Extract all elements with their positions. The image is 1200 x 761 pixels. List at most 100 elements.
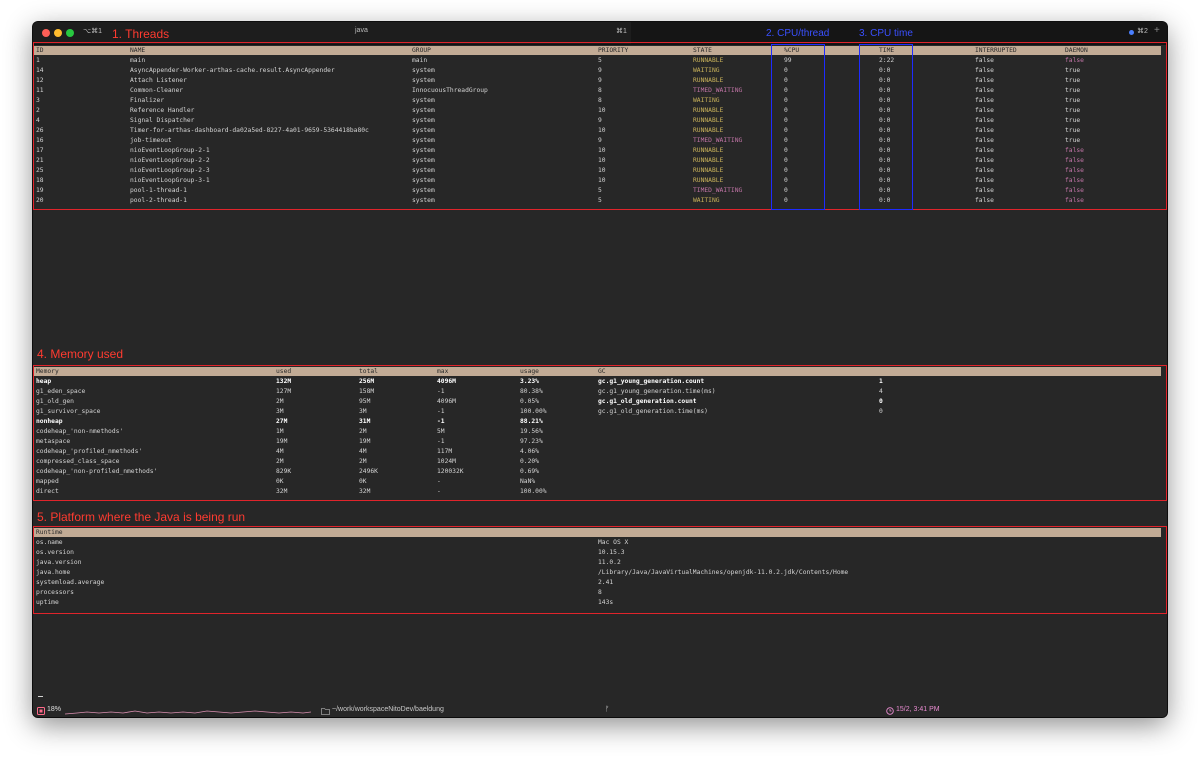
thread-group-cell: system <box>412 147 435 154</box>
cpu-percent: 18% <box>47 706 62 713</box>
thread-id-cell: 20 <box>36 197 44 204</box>
thread-cpu-cell: 0 <box>784 167 788 174</box>
thread-daemon-cell: true <box>1065 97 1081 104</box>
thread-priority-cell: 10 <box>598 177 606 184</box>
thread-time-cell: 0:0 <box>879 127 891 134</box>
thread-priority-cell: 8 <box>598 87 602 94</box>
memory-total-cell: 158M <box>359 388 375 395</box>
tab-2-shortcut: ⌘2 <box>1137 28 1148 35</box>
runtime-value-cell: 11.0.2 <box>598 559 621 566</box>
memory-max-cell: - <box>437 478 441 485</box>
thread-time-cell: 2:22 <box>879 57 895 64</box>
memory-max-cell: -1 <box>437 418 445 425</box>
thread-id-cell: 3 <box>36 97 40 104</box>
thread-time-cell: 0:0 <box>879 197 891 204</box>
memory-name-cell: g1_survivor_space <box>36 408 101 415</box>
minimize-button[interactable] <box>54 29 62 37</box>
thread-cpu-cell: 0 <box>784 187 788 194</box>
thread-interrupted-cell: false <box>975 67 994 74</box>
thread-id-cell: 21 <box>36 157 44 164</box>
memory-used-cell: 3M <box>276 408 284 415</box>
thread-cpu-cell: 0 <box>784 67 788 74</box>
memory-max-cell: 117M <box>437 448 453 455</box>
cpu-column-highlight-box <box>771 44 825 210</box>
memory-name-cell: codeheap_'non-nmethods' <box>36 428 124 435</box>
thread-daemon-cell: true <box>1065 67 1081 74</box>
col-max: max <box>437 368 449 375</box>
thread-group-cell: system <box>412 67 435 74</box>
tab-2[interactable] <box>631 22 1167 44</box>
annotation-platform: 5. Platform where the Java is being run <box>37 510 246 524</box>
thread-time-cell: 0:0 <box>879 147 891 154</box>
thread-daemon-cell: false <box>1065 167 1084 174</box>
memory-usage-cell: 100.00% <box>520 488 547 495</box>
thread-daemon-cell: true <box>1065 137 1081 144</box>
thread-name-cell: job-timeout <box>130 137 172 144</box>
memory-total-cell: 2496K <box>359 468 378 475</box>
thread-time-cell: 0:0 <box>879 77 891 84</box>
thread-interrupted-cell: false <box>975 147 994 154</box>
thread-priority-cell: 10 <box>598 157 606 164</box>
thread-interrupted-cell: false <box>975 117 994 124</box>
thread-time-cell: 0:0 <box>879 87 891 94</box>
col-interrupted: INTERRUPTED <box>975 47 1017 54</box>
memory-max-cell: -1 <box>437 438 445 445</box>
thread-daemon-cell: true <box>1065 87 1081 94</box>
col-name: NAME <box>130 47 146 54</box>
thread-daemon-cell: false <box>1065 147 1084 154</box>
thread-state-cell: RUNNABLE <box>693 177 724 184</box>
memory-total-cell: 19M <box>359 438 371 445</box>
memory-total-cell: 2M <box>359 458 367 465</box>
thread-cpu-cell: 0 <box>784 127 788 134</box>
thread-cpu-cell: 0 <box>784 107 788 114</box>
thread-name-cell: Finalizer <box>130 97 165 104</box>
zoom-button[interactable] <box>66 29 74 37</box>
annotation-threads: 1. Threads <box>112 27 170 41</box>
thread-interrupted-cell: false <box>975 97 994 104</box>
runtime-value-cell: 8 <box>598 589 602 596</box>
threads-header-bar <box>34 46 1161 55</box>
thread-state-cell: RUNNABLE <box>693 77 724 84</box>
terminal-window: ⌥⌘1 java ⌘1 ⌘2 + 1. Threads 2. CPU/threa… <box>33 22 1167 717</box>
thread-daemon-cell: true <box>1065 77 1081 84</box>
thread-id-cell: 14 <box>36 67 44 74</box>
tab-title[interactable]: java <box>355 27 368 34</box>
thread-cpu-cell: 0 <box>784 117 788 124</box>
runtime-value-cell: 2.41 <box>598 579 614 586</box>
runtime-key-cell: os.name <box>36 539 63 546</box>
thread-interrupted-cell: false <box>975 157 994 164</box>
thread-time-cell: 0:0 <box>879 137 891 144</box>
new-tab-plus-icon[interactable]: + <box>1154 25 1160 36</box>
thread-time-cell: 0:0 <box>879 67 891 74</box>
thread-time-cell: 0:0 <box>879 177 891 184</box>
thread-priority-cell: 5 <box>598 197 602 204</box>
thread-cpu-cell: 0 <box>784 147 788 154</box>
thread-state-cell: RUNNABLE <box>693 107 724 114</box>
thread-name-cell: nioEventLoopGroup-2-2 <box>130 157 210 164</box>
close-button[interactable] <box>42 29 50 37</box>
memory-max-cell: 4096M <box>437 398 456 405</box>
cpu-icon <box>37 707 45 715</box>
memory-used-cell: 127M <box>276 388 292 395</box>
memory-usage-cell: 80.38% <box>520 388 543 395</box>
gc-metric-value: 0 <box>879 398 883 405</box>
thread-time-cell: 0:0 <box>879 97 891 104</box>
thread-name-cell: nioEventLoopGroup-3-1 <box>130 177 210 184</box>
thread-time-cell: 0:0 <box>879 117 891 124</box>
memory-used-cell: 27M <box>276 418 288 425</box>
memory-name-cell: nonheap <box>36 418 63 425</box>
thread-cpu-cell: 0 <box>784 197 788 204</box>
col-cpu: %CPU <box>784 47 800 54</box>
runtime-value-cell: 10.15.3 <box>598 549 625 556</box>
memory-max-cell: 5M <box>437 428 445 435</box>
col-daemon: DAEMON <box>1065 47 1088 54</box>
col-total: total <box>359 368 378 375</box>
memory-name-cell: heap <box>36 378 52 385</box>
thread-time-cell: 0:0 <box>879 167 891 174</box>
thread-priority-cell: 5 <box>598 57 602 64</box>
thread-cpu-cell: 0 <box>784 97 788 104</box>
memory-max-cell: -1 <box>437 408 445 415</box>
thread-group-cell: system <box>412 177 435 184</box>
memory-usage-cell: 0.69% <box>520 468 539 475</box>
memory-total-cell: 31M <box>359 418 371 425</box>
